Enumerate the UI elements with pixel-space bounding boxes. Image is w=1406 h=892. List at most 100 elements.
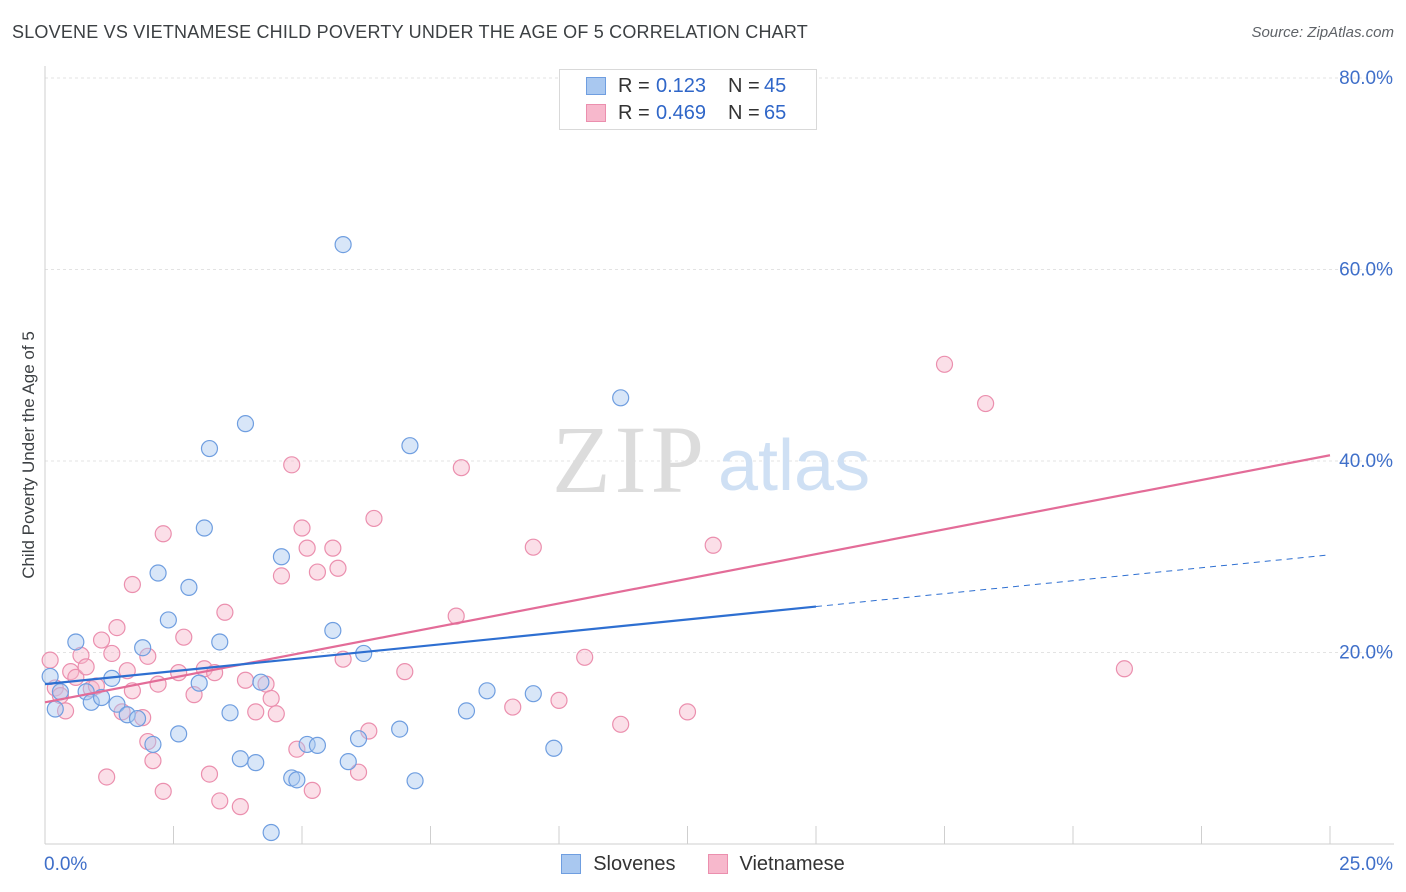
vietnamese-point bbox=[504, 698, 522, 716]
legend-item-slovenes[interactable]: Slovenes bbox=[561, 852, 676, 876]
r-label: R = bbox=[618, 101, 650, 124]
slovene-point bbox=[108, 695, 126, 713]
vietnamese-swatch bbox=[586, 104, 606, 122]
vietnamese-point bbox=[303, 781, 321, 799]
vietnamese-point bbox=[41, 651, 59, 669]
slovene-point bbox=[288, 771, 306, 789]
vietnamese-point bbox=[308, 563, 327, 581]
vietnamese-point bbox=[704, 536, 722, 554]
vietnamese-point bbox=[200, 765, 219, 783]
y-tick-label: 60.0% bbox=[1339, 260, 1393, 281]
vietnamese-point bbox=[231, 798, 249, 816]
vietnamese-point bbox=[108, 619, 126, 637]
slovene-point bbox=[457, 702, 476, 720]
vietnamese-point bbox=[247, 703, 265, 721]
slovene-point bbox=[46, 700, 64, 718]
vietnamese-point bbox=[154, 782, 172, 800]
vietnamese-point bbox=[154, 525, 172, 543]
slovene-point bbox=[118, 706, 136, 724]
n-label: N = bbox=[728, 101, 760, 124]
vietnamese-point bbox=[678, 703, 697, 721]
slovene-point bbox=[190, 674, 208, 692]
y-tick-label: 20.0% bbox=[1339, 643, 1393, 664]
slovene-point bbox=[149, 564, 167, 582]
slovene-point bbox=[478, 682, 496, 700]
vietnamese-point bbox=[329, 559, 347, 577]
vietnamese-point bbox=[144, 752, 162, 770]
legend-row-vietnamese: R = 0.469 N = 65 bbox=[586, 101, 786, 125]
vietnamese-point bbox=[293, 519, 311, 537]
watermark: ZIP atlas bbox=[552, 406, 870, 513]
axes bbox=[44, 66, 1394, 845]
vietnamese-point bbox=[283, 456, 301, 474]
slovene-point bbox=[324, 621, 342, 640]
slovene-point bbox=[308, 736, 327, 754]
trend-lines bbox=[44, 454, 1331, 704]
slovene-point bbox=[401, 437, 419, 455]
vietnamese-point bbox=[272, 567, 291, 585]
vietnamese-point bbox=[139, 647, 157, 665]
legend-label-slovenes: Slovenes bbox=[593, 852, 676, 875]
vietnamese-point bbox=[365, 509, 383, 528]
slovene-point bbox=[211, 633, 229, 651]
source-label: Source: ZipAtlas.com bbox=[1251, 24, 1394, 41]
slovene-point bbox=[545, 739, 563, 757]
vietnamese-point bbox=[288, 740, 306, 758]
legend-item-vietnamese[interactable]: Vietnamese bbox=[707, 852, 845, 876]
r-label: R = bbox=[618, 74, 650, 97]
slovene-point bbox=[252, 673, 270, 691]
axis-labels: 20.0% 40.0% 60.0% 80.0% 0.0% 25.0% bbox=[44, 68, 1393, 875]
slovenes-swatch bbox=[586, 77, 606, 95]
r-value: 0.123 bbox=[656, 74, 707, 97]
vietnamese-point bbox=[935, 355, 954, 373]
stats-legend: R = 0.123 N = 45 R = 0.469 N = 65 bbox=[559, 69, 817, 130]
slovene-point bbox=[221, 704, 239, 722]
slovene-point bbox=[524, 685, 542, 703]
slovene-point bbox=[67, 633, 85, 651]
vietnamese-point bbox=[298, 539, 316, 557]
vietnamese-point bbox=[98, 768, 116, 786]
vietnamese-point bbox=[452, 459, 470, 477]
slovene-point bbox=[272, 548, 291, 566]
slovenes-trend-line bbox=[44, 605, 817, 686]
vietnamese-point bbox=[92, 631, 111, 649]
slovene-point bbox=[195, 519, 213, 537]
series-legend: Slovenes Vietnamese bbox=[0, 852, 1406, 876]
vietnamese-point bbox=[576, 648, 594, 666]
slovene-point bbox=[134, 639, 152, 657]
legend-row-slovenes: R = 0.123 N = 45 bbox=[586, 74, 786, 98]
slovene-point bbox=[92, 688, 111, 707]
slovene-point bbox=[180, 578, 198, 596]
slovene-point bbox=[159, 611, 177, 629]
slovene-point bbox=[406, 772, 424, 790]
x-tick-label: 0.0% bbox=[44, 854, 87, 875]
vietnamese-point bbox=[267, 705, 285, 723]
vietnamese-point bbox=[612, 715, 630, 733]
grid-lines bbox=[45, 77, 1394, 653]
slovene-point bbox=[170, 725, 188, 743]
slovene-point bbox=[334, 236, 352, 254]
slovene-point bbox=[391, 720, 409, 738]
slovene-point bbox=[247, 754, 265, 772]
y-tick-label: 40.0% bbox=[1339, 451, 1393, 472]
r-value: 0.469 bbox=[656, 101, 707, 124]
vietnamese-point bbox=[1115, 660, 1134, 678]
legend-label-vietnamese: Vietnamese bbox=[739, 852, 845, 875]
chart-title: SLOVENE VS VIETNAMESE CHILD POVERTY UNDE… bbox=[12, 22, 808, 42]
slovene-point bbox=[262, 823, 280, 842]
vietnamese-point bbox=[216, 603, 234, 621]
series-slovenes-points bbox=[41, 236, 630, 842]
vietnamese-point bbox=[349, 763, 368, 781]
slovene-point bbox=[231, 750, 249, 768]
vietnamese-point bbox=[262, 689, 280, 708]
slovenes-trend-extension bbox=[815, 554, 1331, 608]
y-tick-label: 80.0% bbox=[1339, 68, 1393, 89]
vietnamese-point bbox=[324, 539, 342, 557]
slovene-point bbox=[144, 735, 162, 754]
vietnamese-point bbox=[175, 628, 193, 646]
watermark-atlas: atlas bbox=[718, 426, 870, 506]
vietnamese-point bbox=[550, 691, 568, 709]
vietnamese-point bbox=[524, 538, 542, 556]
slovene-point bbox=[236, 415, 255, 433]
vietnamese-point bbox=[977, 394, 995, 413]
